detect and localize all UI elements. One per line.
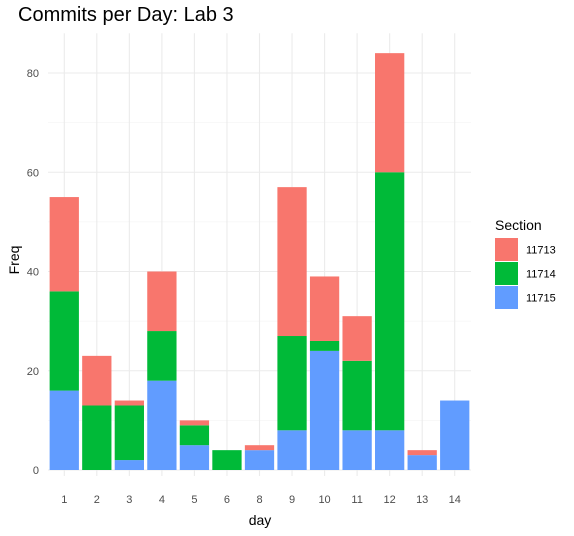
bar-segment-11713-day-13 <box>407 450 437 456</box>
legend-key-11713 <box>495 238 518 261</box>
legend-key-11714 <box>495 262 518 285</box>
bar-segment-11714-day-5 <box>179 425 210 446</box>
bar-segment-11713-day-8 <box>244 445 275 451</box>
legend-key-11715 <box>495 286 518 309</box>
bar-segment-11714-day-4 <box>147 331 177 381</box>
y-axis-ticks: 0 20 40 60 80 <box>27 68 39 477</box>
legend-label-11714: 11714 <box>526 269 556 281</box>
bar-segment-11713-day-10 <box>309 276 340 341</box>
legend-label-11713: 11713 <box>526 245 556 257</box>
x-tick-label: 10 <box>318 494 330 506</box>
legend-label-11715: 11715 <box>526 293 556 305</box>
bar-segment-11714-day-2 <box>82 405 112 470</box>
y-tick-label: 20 <box>27 366 39 378</box>
legend-title: Section <box>495 217 542 233</box>
bars <box>49 53 470 470</box>
bar-segment-11714-day-3 <box>114 405 144 461</box>
bar-segment-11715-day-4 <box>147 380 177 470</box>
bar-segment-11715-day-12 <box>375 430 405 470</box>
x-tick-label: 3 <box>126 494 132 506</box>
chart-title: Commits per Day: Lab 3 <box>18 4 234 26</box>
x-tick-label: 12 <box>384 494 396 506</box>
y-tick-label: 40 <box>27 267 39 279</box>
x-tick-label: 2 <box>94 494 100 506</box>
bar-segment-11713-day-2 <box>82 355 112 406</box>
bar-segment-11714-day-12 <box>375 172 405 431</box>
y-tick-label: 60 <box>27 167 39 179</box>
bar-segment-11715-day-10 <box>309 350 340 470</box>
x-axis-ticks: 1 2 3 4 5 6 8 9 10 11 12 13 14 <box>61 494 461 506</box>
x-tick-label: 4 <box>159 494 165 506</box>
x-tick-label: 6 <box>224 494 230 506</box>
x-tick-label: 1 <box>61 494 67 506</box>
legend: Section 11713 11714 11715 <box>495 217 556 309</box>
bar-segment-11715-day-14 <box>440 400 470 470</box>
bar-segment-11714-day-6 <box>212 450 242 470</box>
bar-segment-11713-day-5 <box>179 420 210 426</box>
bar-segment-11715-day-11 <box>342 430 372 470</box>
bar-segment-11714-day-10 <box>309 340 340 351</box>
bar-segment-11714-day-9 <box>277 336 307 431</box>
x-tick-label: 11 <box>351 494 362 506</box>
x-axis-title: day <box>249 512 272 528</box>
bar-segment-11715-day-3 <box>114 460 144 470</box>
y-axis-title: Freq <box>6 246 22 275</box>
bar-segment-11715-day-5 <box>179 445 210 470</box>
bar-segment-11715-day-9 <box>277 430 307 470</box>
y-tick-label: 80 <box>27 68 39 80</box>
bar-segment-11714-day-1 <box>49 291 79 391</box>
bar-segment-11715-day-8 <box>244 450 275 470</box>
bar-segment-11713-day-12 <box>375 53 405 173</box>
bar-segment-11713-day-9 <box>277 187 307 337</box>
bar-segment-11713-day-3 <box>114 400 144 406</box>
bar-segment-11714-day-11 <box>342 360 372 431</box>
x-tick-label: 13 <box>416 494 428 506</box>
x-tick-label: 5 <box>191 494 197 506</box>
bar-segment-11713-day-4 <box>147 271 177 332</box>
x-tick-label: 8 <box>256 494 262 506</box>
x-tick-label: 14 <box>449 494 461 506</box>
y-tick-label: 0 <box>33 465 39 477</box>
bar-segment-11713-day-11 <box>342 316 372 361</box>
x-tick-label: 9 <box>289 494 295 506</box>
bar-segment-11713-day-1 <box>49 197 79 292</box>
bar-segment-11715-day-1 <box>49 390 79 470</box>
bar-segment-11715-day-13 <box>407 455 437 470</box>
